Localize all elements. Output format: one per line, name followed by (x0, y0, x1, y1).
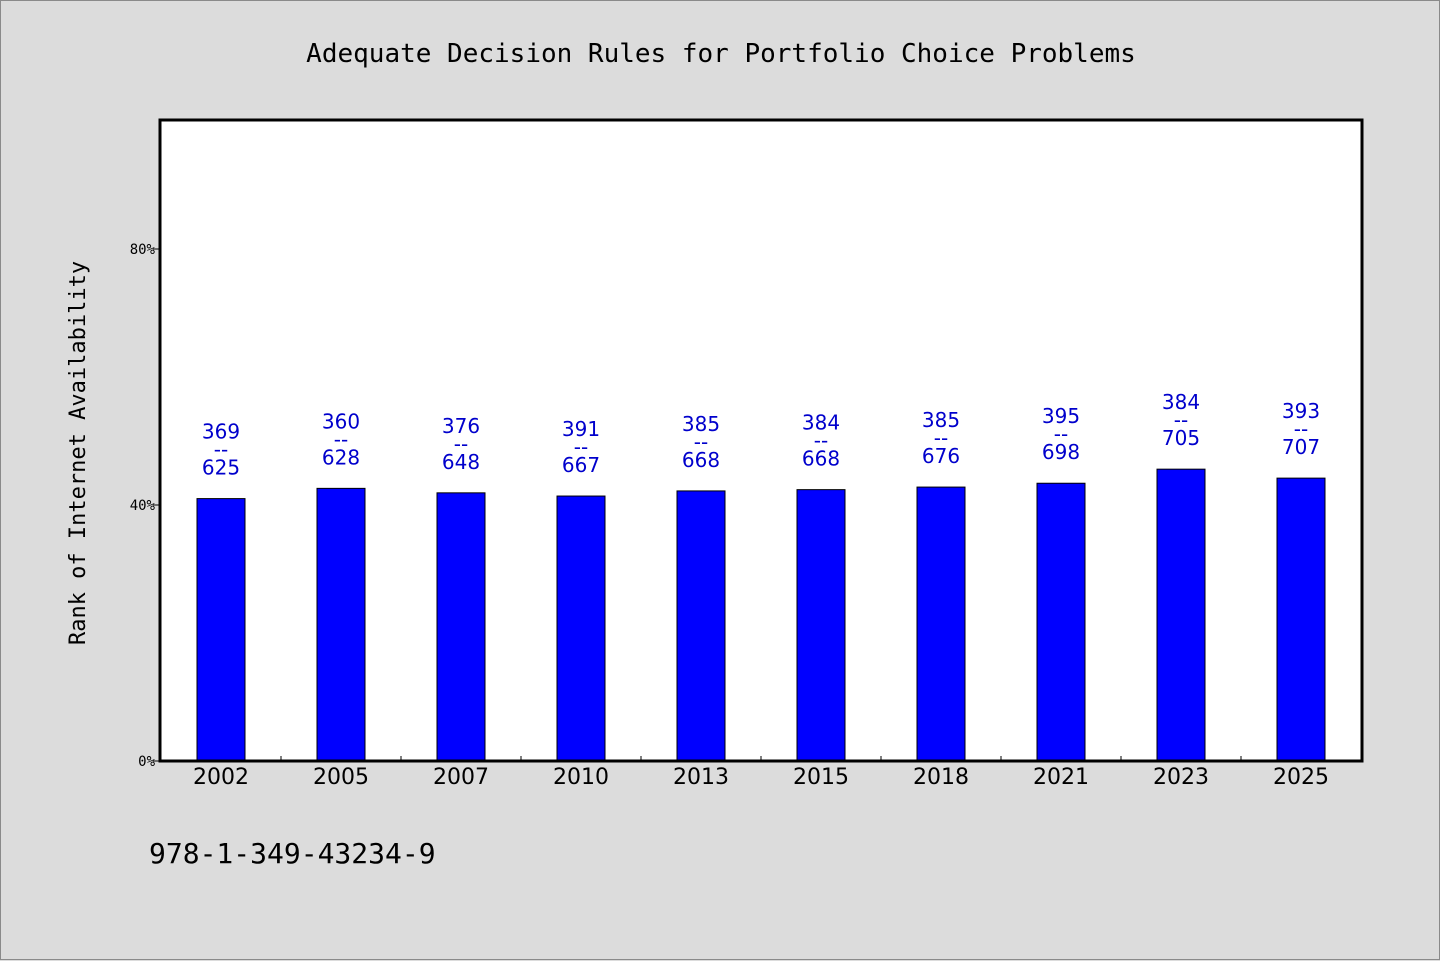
bar-label-top-2010: 391 (562, 417, 600, 441)
x-tick-label-2013: 2013 (673, 765, 729, 790)
x-tick-label-2021: 2021 (1033, 765, 1089, 790)
bar-label-top-2005: 360 (322, 409, 360, 433)
x-tick-label-2002: 2002 (193, 765, 249, 790)
bar-label-bottom-2010: 667 (562, 453, 600, 477)
plot-frame (158, 118, 1364, 763)
bar-2007 (436, 492, 486, 762)
axes-layer: 2002 2005 2007 2010 2013 2015 2018 2021 2023 2025… (130, 242, 1329, 790)
bar-label-top-2002: 369 (202, 420, 240, 444)
bar-2025 (1276, 477, 1326, 762)
bar-label-sep-2013: -- (694, 430, 708, 454)
bar-label-bottom-2018: 676 (922, 444, 960, 468)
bar-label-top-2023: 384 (1162, 390, 1200, 414)
bar-label-sep-2010: -- (574, 435, 588, 459)
bar-label-sep-2025: -- (1294, 417, 1308, 441)
bar-label-sep-2021: -- (1054, 422, 1068, 446)
x-tick-label-2007: 2007 (433, 765, 489, 790)
bar-label-bottom-2021: 698 (1042, 440, 1080, 464)
bar-label-bottom-2002: 625 (202, 456, 240, 480)
y-tick-label-2: 80% (130, 242, 156, 258)
bar-label-bottom-2007: 648 (442, 450, 480, 474)
bar-label-top-2013: 385 (682, 412, 720, 436)
bar-labels-layer: 625--369628--360648--376667--391668--385… (202, 390, 1320, 479)
bar-label-sep-2015: -- (814, 429, 828, 453)
x-tick-label-2015: 2015 (793, 765, 849, 790)
bar-label-bottom-2025: 707 (1282, 435, 1320, 459)
bar-2005 (316, 487, 366, 762)
bar-label-bottom-2013: 668 (682, 448, 720, 472)
bar-label-top-2018: 385 (922, 408, 960, 432)
y-tick-label-1: 40% (130, 498, 156, 514)
bar-label-sep-2007: -- (454, 432, 468, 456)
bar-label-top-2015: 384 (802, 411, 840, 435)
x-tick-label-2005: 2005 (313, 765, 369, 790)
bar-label-sep-2023: -- (1174, 408, 1188, 432)
bar-label-sep-2002: -- (214, 438, 228, 462)
bar-label-bottom-2023: 705 (1162, 426, 1200, 450)
y-tick-label-0: 0% (138, 754, 155, 770)
bar-label-bottom-2015: 668 (802, 447, 840, 471)
bar-2010 (556, 495, 606, 762)
bar-2015 (796, 489, 846, 762)
bar-2013 (676, 490, 726, 762)
x-tick-label-2023: 2023 (1153, 765, 1209, 790)
x-tick-label-2018: 2018 (913, 765, 969, 790)
isbn-label: 978-1-349-43234-9 (149, 837, 436, 870)
x-tick-label-2010: 2010 (553, 765, 609, 790)
bar-label-top-2007: 376 (442, 414, 480, 438)
bar-2018 (916, 486, 966, 762)
bar-label-bottom-2005: 628 (322, 445, 360, 469)
bar-label-sep-2018: -- (934, 426, 948, 450)
bar-label-top-2021: 395 (1042, 404, 1080, 428)
bar-2023 (1156, 468, 1206, 762)
chart-title: Adequate Decision Rules for Portfolio Ch… (306, 39, 1136, 69)
bars-layer (196, 468, 1326, 762)
x-tick-label-2025: 2025 (1273, 765, 1329, 790)
bar-2002 (196, 498, 246, 762)
bar-label-sep-2005: -- (334, 427, 348, 451)
bar-2021 (1036, 482, 1086, 762)
bar-label-top-2025: 393 (1282, 399, 1320, 423)
y-axis-label: Rank of Internet Availability (66, 261, 91, 645)
